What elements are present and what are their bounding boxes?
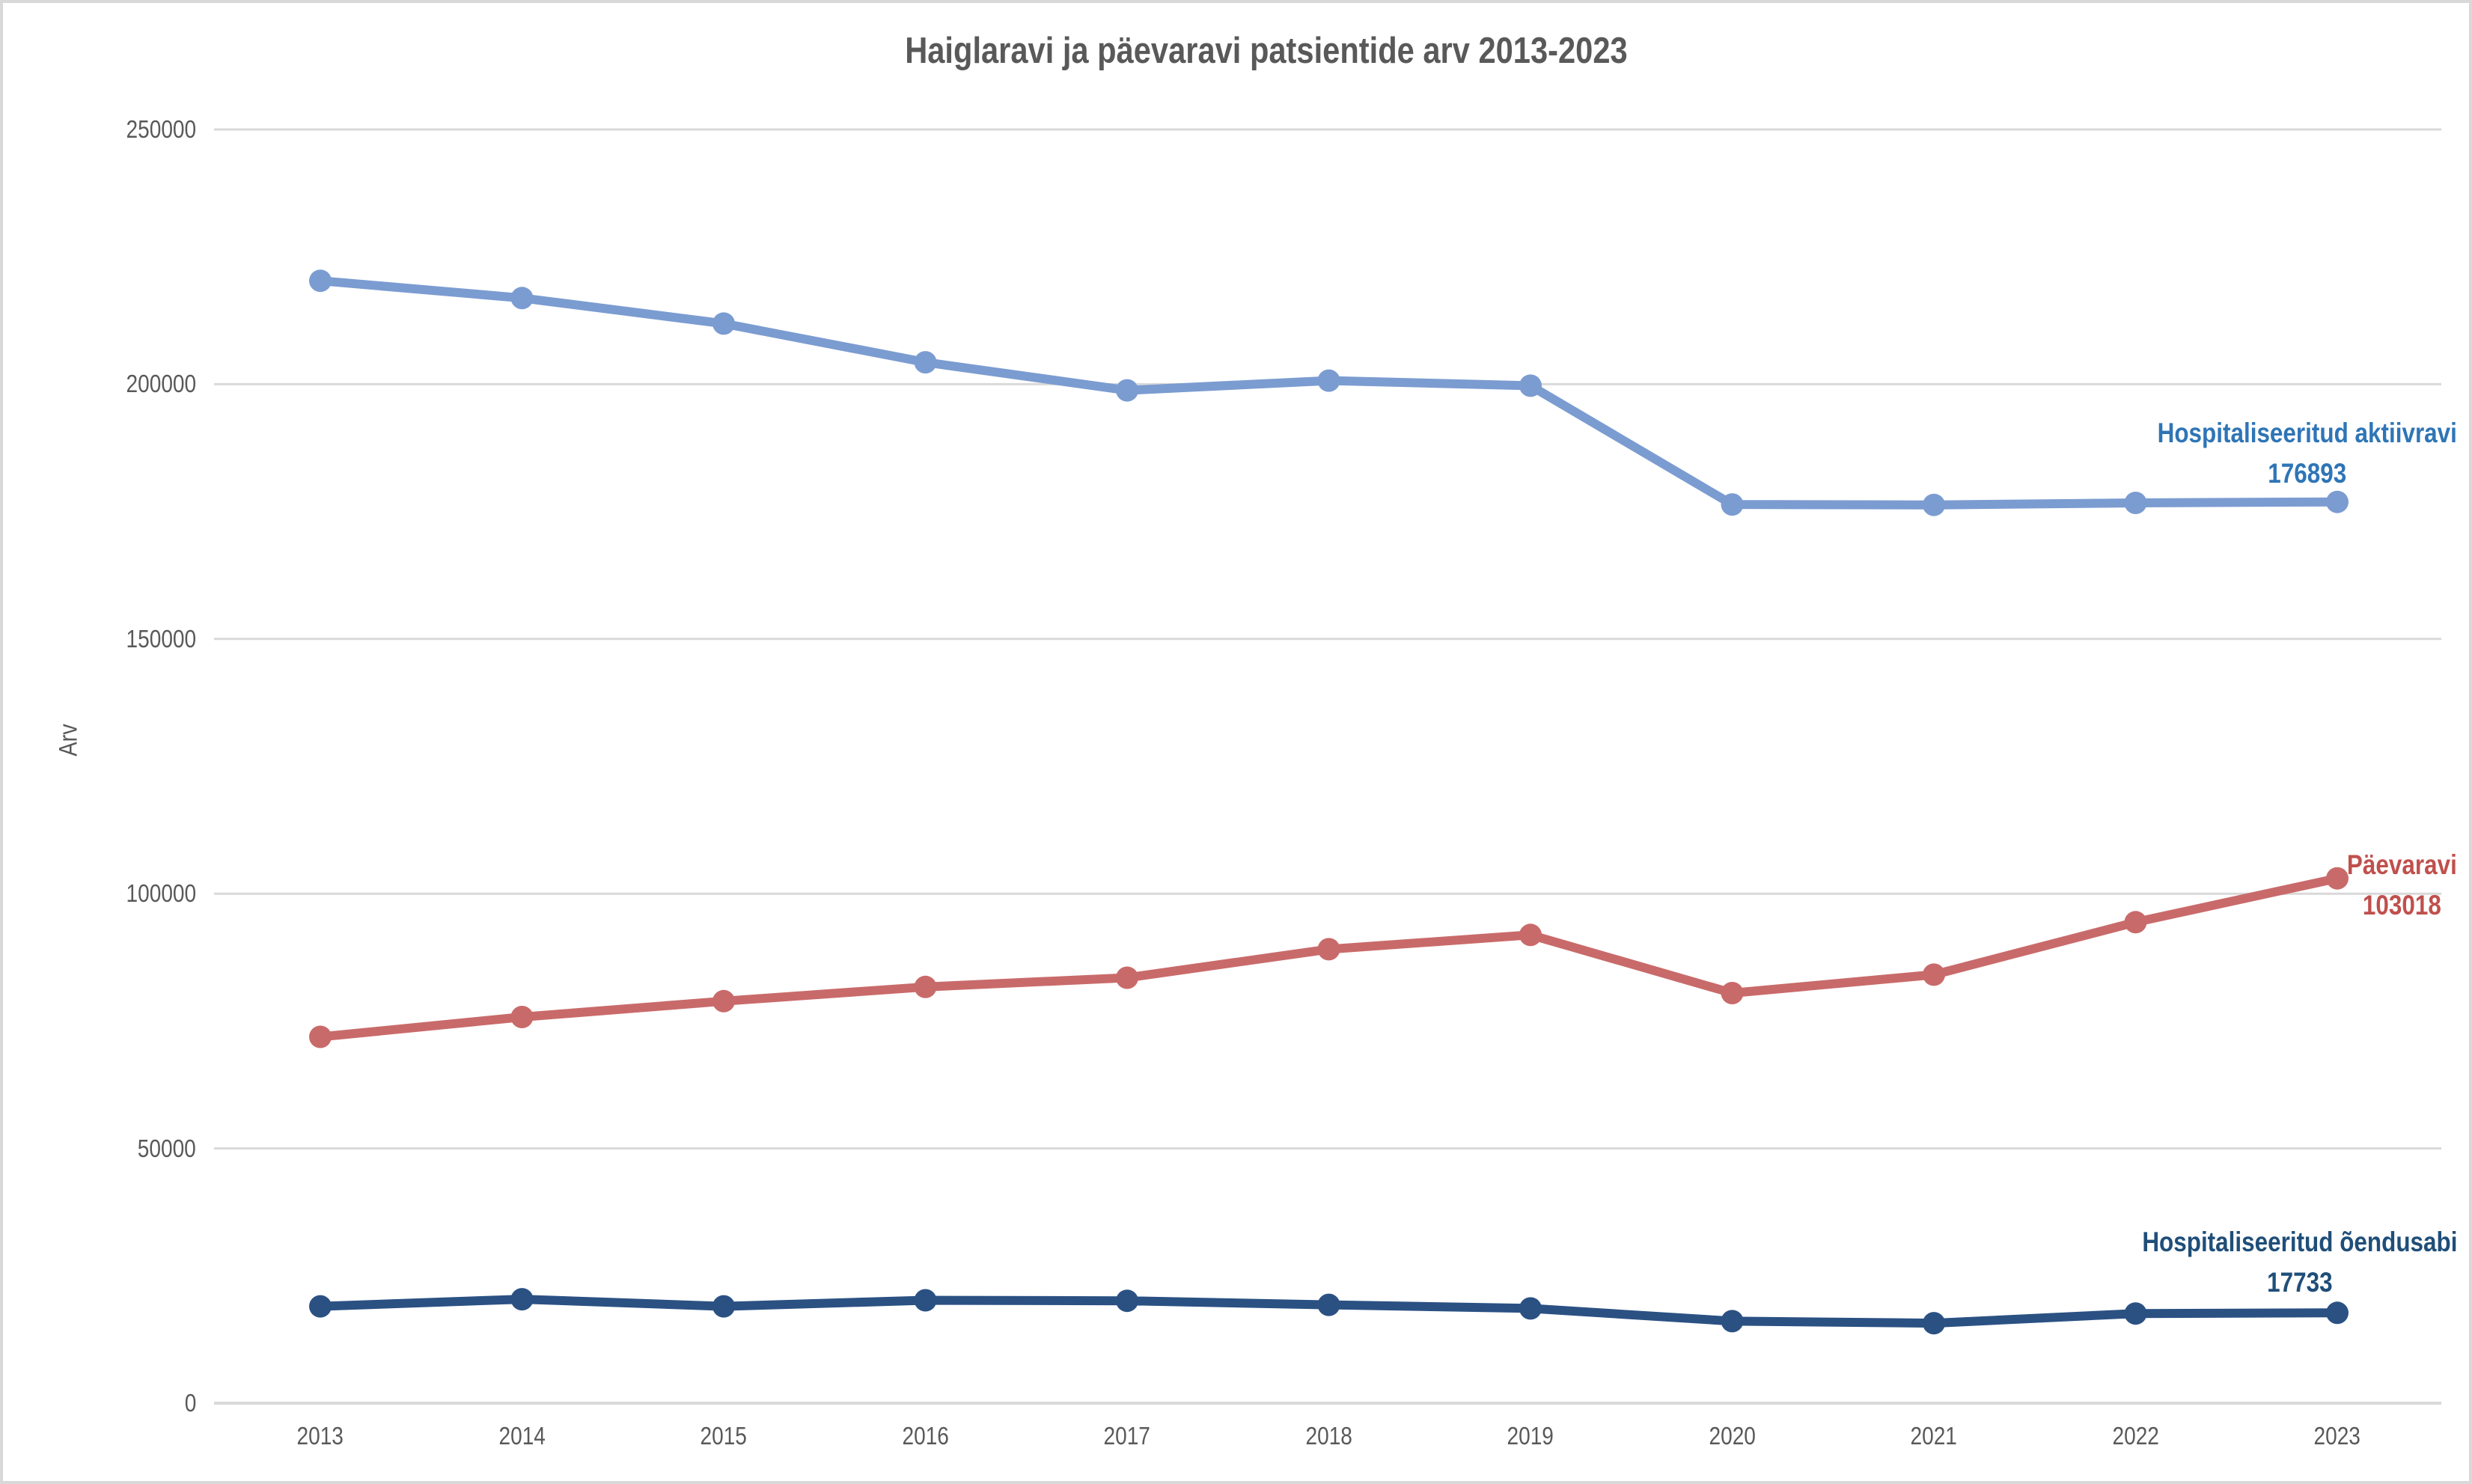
- y-axis-tick-text: 50000: [137, 1134, 196, 1162]
- y-axis-tick-text: 250000: [126, 115, 196, 143]
- x-axis-tick-label: 2019: [1448, 1421, 1613, 1451]
- x-axis-tick-label: 2016: [843, 1421, 1008, 1451]
- y-axis-tick-label: 200000: [3, 369, 196, 399]
- y-axis-tick-text: 200000: [126, 370, 196, 398]
- data-point-marker: [1519, 374, 1542, 397]
- data-point-marker: [712, 1295, 735, 1318]
- x-axis-tick-text: 2019: [1507, 1422, 1554, 1450]
- data-point-marker: [914, 351, 937, 374]
- x-axis-tick-text: 2014: [498, 1422, 546, 1450]
- data-point-marker: [510, 1006, 534, 1028]
- series-name: Päevaravi: [2347, 849, 2457, 880]
- y-axis-tick-label: 0: [3, 1388, 196, 1418]
- y-axis-tick-text: 0: [184, 1389, 196, 1417]
- data-point-marker: [914, 1289, 937, 1312]
- series-end-value: 103018: [2363, 890, 2442, 920]
- y-axis-tick-label: 100000: [3, 879, 196, 909]
- chart-title-text: Haiglaravi ja päevaravi patsientide arv …: [904, 31, 1628, 71]
- data-point-marker: [1721, 1310, 1744, 1333]
- x-axis-tick-text: 2020: [1709, 1422, 1756, 1450]
- data-point-marker: [1923, 1312, 1945, 1335]
- data-point-marker: [2124, 492, 2147, 514]
- series-name: Hospitaliseeritud õendusabi: [2141, 1227, 2457, 1257]
- data-point-marker: [1116, 379, 1138, 402]
- y-axis-tick-label: 250000: [3, 114, 196, 144]
- series-end-label: Hospitaliseeritud õendusabi 17733: [2142, 1222, 2457, 1303]
- y-axis-tick-label: 150000: [3, 624, 196, 654]
- data-point-marker: [309, 1025, 332, 1048]
- chart-plot-svg: [214, 128, 2441, 1405]
- data-point-marker: [1721, 493, 1744, 516]
- data-point-marker: [309, 1295, 332, 1318]
- y-axis-title: Arv: [54, 724, 83, 757]
- data-point-marker: [1721, 982, 1744, 1004]
- data-point-marker: [712, 312, 735, 335]
- series-end-value: 176893: [2268, 458, 2347, 489]
- data-point-marker: [914, 975, 937, 998]
- data-point-marker: [2124, 911, 2147, 934]
- data-point-marker: [1923, 963, 1945, 986]
- x-axis-tick-text: 2016: [902, 1422, 949, 1450]
- x-axis-tick-text: 2023: [2313, 1422, 2361, 1450]
- data-point-marker: [1116, 966, 1138, 989]
- data-point-marker: [309, 269, 332, 293]
- x-axis-tick-label: 2020: [1650, 1421, 1815, 1451]
- x-axis-tick-label: 2022: [2054, 1421, 2218, 1451]
- data-point-marker: [2124, 1302, 2147, 1325]
- data-point-marker: [1923, 493, 1945, 516]
- x-axis-tick-text: 2017: [1103, 1422, 1151, 1450]
- series-end-value: 17733: [2266, 1267, 2333, 1298]
- x-axis-tick-label: 2021: [1852, 1421, 2016, 1451]
- x-axis-tick-text: 2022: [2112, 1422, 2159, 1450]
- x-axis-tick-text: 2018: [1305, 1422, 1352, 1450]
- data-point-marker: [712, 989, 735, 1013]
- series-end-label: Päevaravi 103018: [2347, 845, 2457, 926]
- data-point-marker: [1519, 1297, 1542, 1320]
- data-point-marker: [1519, 923, 1542, 947]
- data-point-marker: [2326, 1301, 2349, 1325]
- y-axis-tick-text: 150000: [126, 624, 196, 653]
- y-axis-tick-text: 100000: [126, 879, 196, 908]
- data-point-marker: [510, 1288, 534, 1311]
- data-point-marker: [1116, 1289, 1138, 1313]
- data-point-marker: [2326, 490, 2349, 513]
- x-axis-tick-label: 2023: [2255, 1421, 2420, 1451]
- x-axis-tick-label: 2017: [1045, 1421, 1209, 1451]
- x-axis-tick-label: 2018: [1247, 1421, 1412, 1451]
- series-end-label: Hospitaliseeritud aktiivravi 176893: [2158, 413, 2457, 494]
- x-axis-tick-text: 2015: [700, 1422, 748, 1450]
- data-point-marker: [2326, 867, 2349, 890]
- data-point-marker: [1317, 938, 1340, 961]
- chart-title: Haiglaravi ja päevaravi patsientide arv …: [3, 30, 2469, 72]
- series-name: Hospitaliseeritud aktiivravi: [2157, 418, 2457, 448]
- series-line-0: [316, 276, 2342, 510]
- x-axis-tick-label: 2014: [440, 1421, 605, 1451]
- x-axis-tick-text: 2021: [1910, 1422, 1958, 1450]
- y-axis-tick-label: 50000: [3, 1134, 196, 1164]
- data-point-marker: [1317, 1293, 1340, 1316]
- x-axis-tick-label: 2015: [641, 1421, 806, 1451]
- data-point-marker: [1317, 369, 1340, 392]
- data-point-marker: [510, 287, 534, 310]
- x-axis-tick-text: 2013: [296, 1422, 344, 1450]
- x-axis-tick-label: 2013: [238, 1421, 403, 1451]
